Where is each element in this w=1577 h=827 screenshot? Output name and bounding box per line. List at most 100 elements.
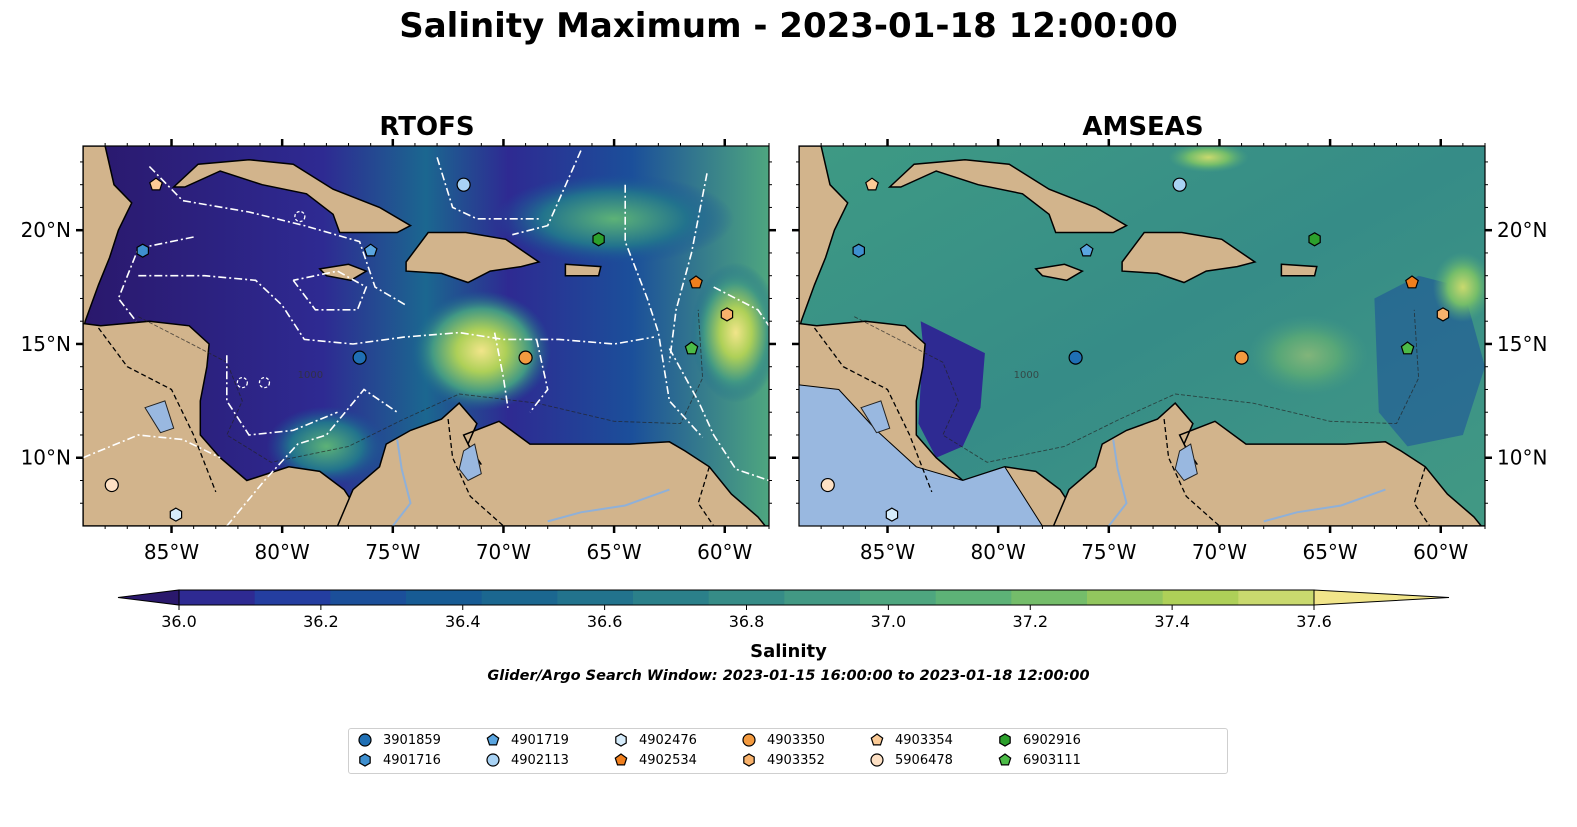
land-cuba: [171, 158, 413, 234]
colorbar-segment: [1087, 590, 1164, 605]
platform-marker-4902113: [456, 177, 471, 192]
map-frame: [798, 145, 1486, 527]
platform-marker-4902113: [1172, 177, 1187, 192]
high-salinity-patch: [1168, 146, 1249, 173]
map-panel-rtofs: 1000 85°W 80°W 75°W 70°W 65°W 60°W 20°N 15°N 10°N: [21, 139, 776, 564]
lon-tick-label: 60°W: [697, 540, 752, 564]
border: [1163, 419, 1220, 526]
search-window-note: Glider/Argo Search Window: 2023-01-15 16…: [487, 668, 1090, 684]
legend-marker-5906478: [870, 753, 884, 767]
legend-item-4903354: 4903354: [869, 732, 953, 748]
legend-label: 5906478: [895, 752, 953, 768]
platform-marker-4903354: [865, 177, 879, 191]
colorbar-extend-max: [1313, 589, 1450, 606]
colorbar-tick-label: 37.4: [1154, 612, 1190, 631]
platform-marker-4903352: [1436, 307, 1450, 322]
colorbar-tick-label: 36.4: [445, 612, 481, 631]
eez-boundary: [436, 157, 539, 220]
legend-label: 4902534: [639, 752, 697, 768]
colorbar-tick-label: 37.0: [871, 612, 907, 631]
colorbar-tick-label: 37.6: [1296, 612, 1332, 631]
colorbar-segment: [1238, 590, 1315, 605]
land-hispaniola: [1121, 231, 1257, 284]
platform-marker-4901719: [363, 243, 378, 257]
pentagon-marker-icon: [870, 733, 884, 746]
mid-salinity-patch: [494, 173, 735, 264]
legend-item-6902916: 6902916: [997, 732, 1081, 748]
lon-tick-label: 65°W: [1302, 540, 1357, 564]
legend-label: 4902476: [639, 732, 697, 748]
lon-tick-label: 80°W: [255, 540, 310, 564]
high-salinity-patch: [411, 290, 552, 411]
lake: [144, 400, 175, 434]
circle-marker-icon: [870, 753, 884, 767]
legend-marker-4902476: [615, 733, 627, 747]
pentagon-marker-icon: [614, 753, 628, 766]
platform-marker-4902476: [885, 507, 899, 522]
lon-tick-label: 80°W: [971, 540, 1026, 564]
eez-boundary: [138, 274, 655, 345]
legend-item-3901859: 3901859: [357, 732, 441, 748]
salinity-colorbar: 36.0 36.2 36.4 36.6 36.8 37.0 37.2 37.4 37.6: [117, 589, 1450, 631]
pentagon-marker-icon: [998, 753, 1012, 766]
legend-label: 6903111: [1023, 752, 1081, 768]
colorbar-segment: [179, 590, 256, 605]
river: [547, 488, 670, 523]
lon-tick-label: 70°W: [476, 540, 531, 564]
legend-label: 3901859: [383, 732, 441, 748]
legend-item-4903352: 4903352: [741, 752, 825, 768]
legend-item-4902534: 4902534: [613, 752, 697, 768]
lon-tick-label: 85°W: [860, 540, 915, 564]
land-puertorico: [1280, 263, 1318, 277]
platform-legend: 3901859 4901716 4901719 4902113 4902476 49025…: [348, 728, 1228, 774]
legend-label: 4903350: [767, 732, 825, 748]
colorbar-tick-label: 36.8: [729, 612, 765, 631]
platform-marker-4901716: [852, 243, 866, 258]
colorbar-extend-min: [117, 589, 180, 606]
legend-marker-4901719: [486, 733, 500, 746]
legend-label: 4901719: [511, 732, 569, 748]
eez-boundary: [294, 210, 306, 223]
legend-label: 4901716: [383, 752, 441, 768]
eez-boundary: [117, 236, 194, 322]
circle-marker-icon: [358, 733, 372, 747]
high-salinity-patch: [690, 262, 769, 403]
river: [1108, 439, 1128, 526]
legend-label: 4903354: [895, 732, 953, 748]
lon-tick-label: 75°W: [1081, 540, 1136, 564]
colorbar-segment: [860, 590, 937, 605]
eez-boundary: [624, 184, 704, 438]
colorbar-tick-label: 36.0: [161, 612, 197, 631]
platform-marker-4903354: [149, 177, 163, 191]
colorbar-segment: [481, 590, 558, 605]
border: [813, 327, 933, 493]
legend-label: 4902113: [511, 752, 569, 768]
lon-tick-label: 75°W: [365, 540, 420, 564]
eez-boundary: [148, 165, 407, 306]
map-panel-amseas: 1000 85°W 80°W 75°W 70°W 65°W 60°W 20°N 15°N 10°N: [792, 139, 1547, 564]
colorbar-segment: [708, 590, 785, 605]
eez-boundary: [668, 173, 708, 363]
lat-tick-label: 15°N: [1497, 332, 1547, 356]
river: [392, 439, 412, 526]
platform-marker-6902916: [1308, 232, 1321, 247]
eez-boundary: [83, 434, 221, 459]
lat-tick-label: 10°N: [21, 446, 71, 470]
lon-tick-label: 85°W: [144, 540, 199, 564]
eez-boundary: [236, 376, 248, 389]
mid-salinity-patch: [266, 406, 387, 487]
lon-tick-label: 70°W: [1192, 540, 1247, 564]
contour-label: 1000: [1014, 370, 1039, 381]
platform-marker-3901859: [1068, 350, 1083, 365]
colorbar-segment: [935, 590, 1012, 605]
lat-tick-label: 20°N: [1497, 218, 1547, 242]
border: [697, 466, 715, 526]
legend-marker-3901859: [358, 733, 372, 747]
high-salinity-patch: [1432, 252, 1485, 323]
eez-boundary: [529, 339, 549, 413]
legend-label: 6902916: [1023, 732, 1081, 748]
map-frame: [82, 145, 770, 527]
eez-boundary: [713, 286, 769, 327]
colorbar-segment: [784, 590, 861, 605]
platform-marker-6902916: [592, 232, 605, 247]
